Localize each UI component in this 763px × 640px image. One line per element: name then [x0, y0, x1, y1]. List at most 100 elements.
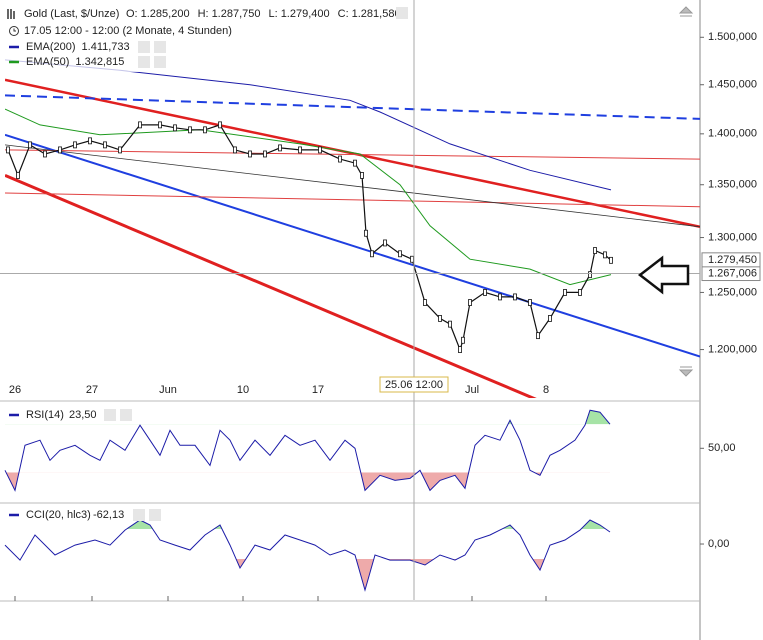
settings-icon[interactable]	[133, 509, 145, 521]
last-price-label: 1.279,450	[708, 254, 757, 266]
close-icon[interactable]	[149, 509, 161, 521]
price-bar	[6, 146, 10, 154]
price-bar	[498, 293, 502, 301]
price-bar	[383, 239, 387, 247]
x-tick-label: 17	[312, 384, 324, 396]
clock-hand	[13, 28, 16, 32]
price-bar	[118, 146, 122, 154]
x-tick-label: Jun	[159, 384, 177, 396]
ohlc-label: C:	[338, 8, 349, 20]
price-bar	[58, 146, 62, 154]
price-bar	[188, 126, 192, 134]
cci-value: -62,13	[93, 509, 124, 521]
last-price-box	[701, 252, 761, 268]
y-tick-label: 1.200,000	[708, 343, 757, 355]
price-bar	[398, 250, 402, 258]
price-bar	[278, 144, 282, 152]
rsi-value: 23,50	[69, 409, 97, 421]
trend-line	[5, 192, 700, 208]
price-bar	[103, 141, 107, 149]
legend-name: EMA(200)	[26, 41, 76, 53]
period: 17.05 12:00 - 12:00 (2 Monate, 4 Stunden…	[24, 25, 232, 37]
cci-name: CCI(20, hlc3)	[26, 509, 91, 521]
y-tick-label: 1.500,000	[708, 31, 757, 43]
trend-line	[5, 133, 700, 358]
main-plot	[5, 59, 700, 398]
x-tick-label: 26	[9, 384, 21, 396]
x-tick-label: Jul	[465, 384, 479, 396]
price-bar	[438, 315, 442, 322]
price-bar	[483, 289, 487, 296]
price-bar	[203, 126, 207, 134]
trend-line	[5, 144, 700, 228]
price-bar	[468, 299, 472, 306]
price-bar	[563, 289, 567, 296]
y-tick-label: 1.250,000	[708, 286, 757, 298]
settings-icon[interactable]	[104, 409, 116, 421]
settings-icon[interactable]	[138, 56, 150, 68]
legend-name: EMA(50)	[26, 56, 69, 68]
scroll-up[interactable]	[678, 6, 694, 17]
trend-line	[5, 78, 700, 229]
price-bar	[263, 150, 267, 158]
series-legend: EMA(200) 1.411,733 EMA(50) 1.342,815	[9, 41, 166, 68]
price-bar	[410, 255, 414, 263]
overbought-fill	[508, 410, 610, 425]
price-bar	[423, 299, 427, 306]
close-icon[interactable]	[120, 409, 132, 421]
price-bar	[43, 150, 47, 158]
settings-icon[interactable]	[138, 41, 150, 53]
legend-bg	[0, 0, 410, 72]
y-tick-label: 0,00	[708, 538, 729, 550]
ohlc-value: 1.285,200	[141, 8, 190, 20]
price-bar	[603, 251, 607, 259]
close-icon[interactable]	[154, 41, 166, 53]
price-bar	[248, 150, 252, 158]
y-tick-label: 1.400,000	[708, 128, 757, 140]
price-bar	[173, 124, 177, 132]
price-bar	[73, 141, 77, 149]
settings-icon[interactable]	[396, 7, 408, 19]
crosshair-x-label: 25.06 12:00	[385, 379, 443, 391]
ohlc-value: 1.279,400	[281, 8, 330, 20]
price-bar	[338, 155, 342, 163]
crosshair-x-box	[379, 376, 449, 393]
price-bar	[513, 293, 517, 301]
ema-line	[5, 59, 612, 191]
crosshair-y-label: 1.267,006	[708, 267, 757, 279]
ohlc-values: O: 1.285,200 H: 1.287,750 L: 1.279,400 C: 1.281…	[126, 8, 401, 20]
arrow-annotation	[637, 255, 690, 295]
scroll-down[interactable]	[678, 366, 694, 377]
y-tick-label: 1.450,000	[708, 79, 757, 91]
price-bar	[318, 146, 322, 154]
price-bar	[536, 332, 540, 340]
price-bar	[588, 271, 592, 279]
chart-title: Gold (Last, $/Unze)	[24, 8, 119, 20]
price-bar	[233, 146, 237, 154]
y-tick-label: 1.350,000	[708, 179, 757, 191]
rsi-name: RSI(14)	[26, 409, 64, 421]
price-bar	[353, 159, 357, 167]
trend-line	[5, 174, 537, 398]
close-icon[interactable]	[154, 56, 166, 68]
price-bar	[360, 172, 364, 179]
price-bar	[138, 121, 142, 129]
price-bar	[16, 172, 20, 179]
ema-line	[5, 108, 612, 286]
legend-value: 1.342,815	[75, 56, 124, 68]
price-bar	[461, 336, 465, 344]
indicator-line	[4, 519, 611, 592]
x-tick-label: 10	[237, 384, 249, 396]
x-tick-label: 8	[543, 384, 549, 396]
price-bar	[528, 299, 532, 306]
ohlc-label: H:	[198, 8, 209, 20]
x-tick-label: 27	[86, 384, 98, 396]
price-bar	[28, 141, 32, 149]
price-bar	[370, 250, 374, 258]
price-bar	[364, 229, 368, 237]
ohlc-value: 1.281,580	[352, 8, 401, 20]
price-bar	[88, 137, 92, 145]
legend: Gold (Last, $/Unze) O: 1.285,200 H: 1.287,7…	[0, 0, 410, 72]
